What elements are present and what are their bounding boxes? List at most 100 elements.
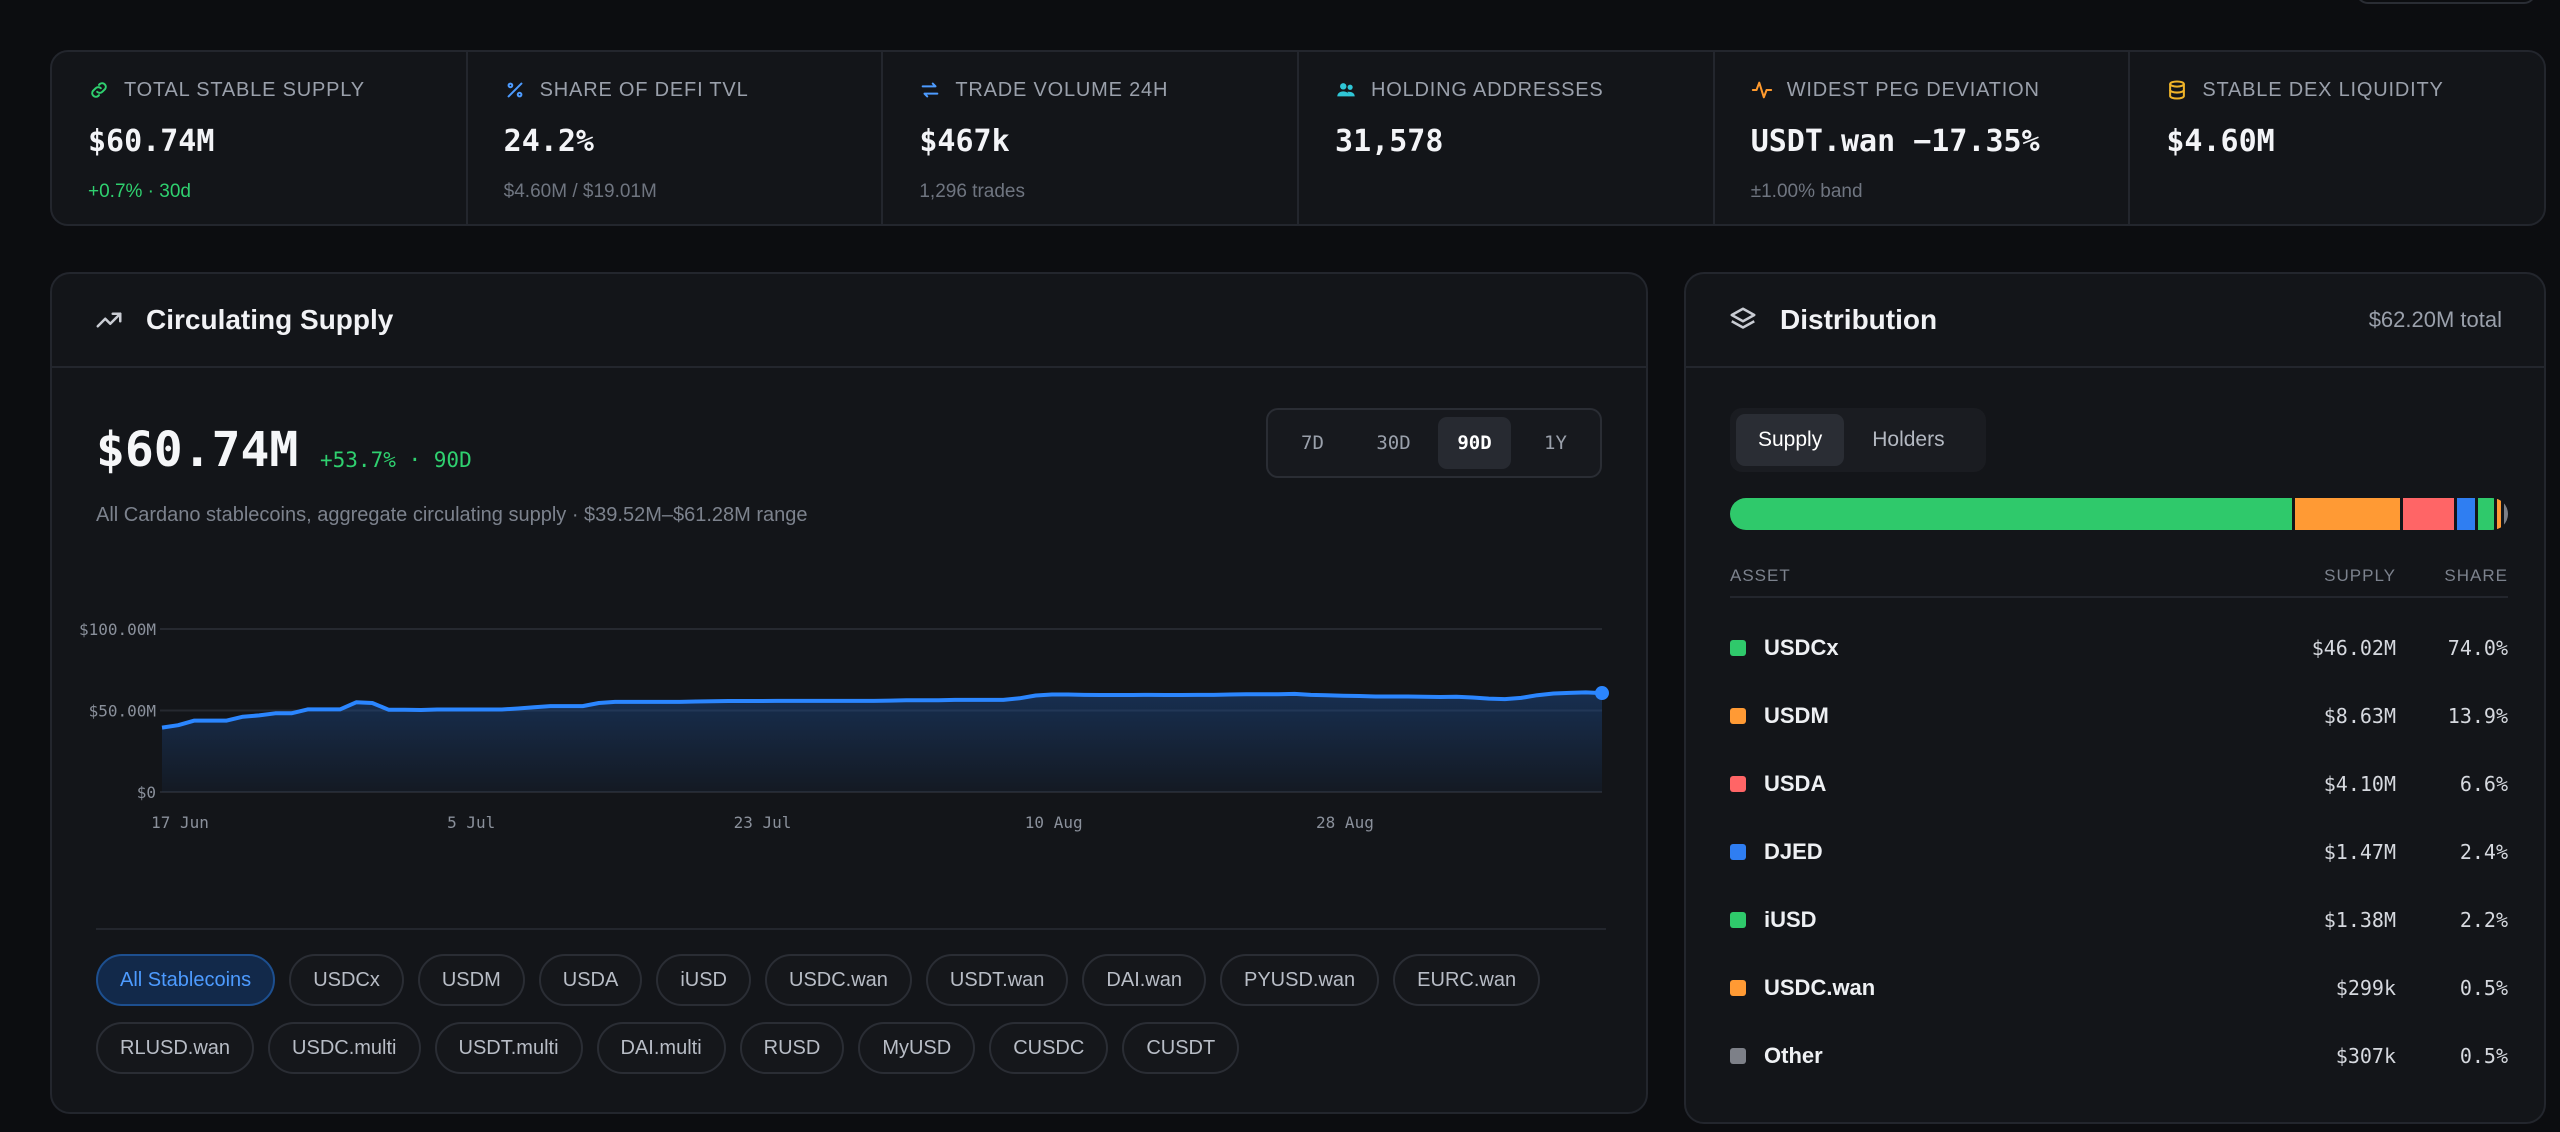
color-swatch [1730, 844, 1746, 860]
layers-icon [1730, 307, 1756, 329]
chip-pyusd-wan[interactable]: PYUSD.wan [1220, 954, 1380, 1006]
stat-label: WIDEST PEG DEVIATION [1786, 78, 2040, 101]
users-icon [1337, 83, 1355, 97]
stat-value: $467k [919, 124, 1010, 159]
color-swatch [1730, 708, 1746, 724]
stat-value: $4.60M [2166, 124, 2275, 159]
stats-strip: TOTAL STABLE SUPPLY $60.74M +0.7% · 30d … [50, 50, 2546, 226]
chip-usdcx[interactable]: USDCx [289, 954, 404, 1006]
database-icon [2169, 80, 2186, 100]
stat-trade-volume-24h: TRADE VOLUME 24H $467k 1,296 trades [883, 52, 1300, 224]
x-tick-label: 5 Jul [447, 813, 495, 832]
asset-supply: $46.02M [2311, 636, 2396, 660]
stat-sub: ±1.00% band [1750, 181, 1863, 202]
distribution-rows: USDCx $46.02M 74.0% USDM $8.63M 13.9% USDA $4.1… [1730, 614, 2508, 1090]
stack-segment-other[interactable] [2504, 498, 2508, 530]
asset-share: 2.4% [2459, 840, 2508, 864]
stack-segment-usda[interactable] [2403, 498, 2454, 530]
header-supply: SUPPLY [2324, 566, 2396, 585]
asset-name: USDC.wan [1764, 975, 1876, 1000]
asset-filter-row-1: All Stablecoins USDCx USDM USDA iUSD USD… [96, 954, 1616, 1006]
chip-cusdc[interactable]: CUSDC [989, 1022, 1109, 1074]
header-asset: ASSET [1730, 566, 1791, 585]
stat-label: HOLDING ADDRESSES [1371, 78, 1604, 101]
percent-icon [507, 82, 523, 98]
stat-stable-dex-liquidity: STABLE DEX LIQUIDITY $4.60M [2130, 52, 2544, 224]
latest-point-marker[interactable] [1595, 686, 1609, 701]
asset-share: 6.6% [2459, 772, 2508, 796]
stack-segment-usdc-wan[interactable] [2497, 498, 2502, 530]
asset-name: USDM [1764, 703, 1829, 728]
distribution-row[interactable]: USDM $8.63M 13.9% [1730, 682, 2508, 750]
chip-rlusd-wan[interactable]: RLUSD.wan [96, 1022, 255, 1074]
chip-myusd[interactable]: MyUSD [858, 1022, 976, 1074]
asset-name: USDA [1764, 771, 1827, 796]
color-swatch [1730, 776, 1746, 792]
supply-value: $60.74M [96, 422, 299, 478]
link-icon [91, 82, 107, 98]
chip-usdc-multi[interactable]: USDC.multi [268, 1022, 421, 1074]
range-tab-7d[interactable]: 7D [1301, 432, 1324, 454]
stat-sub: +0.7% · 30d [88, 181, 191, 202]
stack-segment-djed[interactable] [2456, 498, 2475, 530]
asset-share: 0.5% [2459, 976, 2508, 1000]
distribution-row[interactable]: DJED $1.47M 2.4% [1730, 818, 2508, 886]
chip-dai-multi[interactable]: DAI.multi [596, 1022, 726, 1074]
asset-supply: $4.10M [2323, 772, 2396, 796]
distribution-row[interactable]: USDA $4.10M 6.6% [1730, 750, 2508, 818]
range-tab-1y[interactable]: 1Y [1544, 432, 1567, 454]
chip-eurc-wan[interactable]: EURC.wan [1393, 954, 1541, 1006]
chip-iusd[interactable]: iUSD [656, 954, 751, 1006]
distribution-row[interactable]: USDC.wan $299k 0.5% [1730, 954, 2508, 1022]
pulse-icon [1751, 81, 1772, 99]
distribution-row[interactable]: Other $307k 0.5% [1730, 1022, 2508, 1090]
y-tick-label: $100.00M [79, 620, 156, 639]
stack-segment-usdcx[interactable] [1730, 498, 2292, 530]
x-tick-label: 10 Aug [1025, 813, 1083, 832]
color-swatch [1730, 980, 1746, 996]
stat-label: TOTAL STABLE SUPPLY [124, 78, 365, 101]
stack-segment-usdm[interactable] [2294, 498, 2401, 530]
stat-holding-addresses: HOLDING ADDRESSES 31,578 [1299, 52, 1715, 224]
distribution-table-header: ASSET SUPPLY SHARE [1730, 566, 2508, 598]
stat-label: STABLE DEX LIQUIDITY [2202, 78, 2444, 101]
range-tab-30d[interactable]: 30D [1376, 432, 1411, 454]
range-tab-90d[interactable]: 90D [1438, 417, 1511, 469]
distribution-stacked-bar [1730, 498, 2508, 530]
y-tick-label: $0 [137, 783, 156, 802]
distribution-row[interactable]: iUSD $1.38M 2.2% [1730, 886, 2508, 954]
asset-supply: $8.63M [2323, 704, 2396, 728]
distribution-row[interactable]: USDCx $46.02M 74.0% [1730, 614, 2508, 682]
chip-usdm[interactable]: USDM [417, 954, 525, 1006]
distribution-tabs: Supply Holders [1730, 408, 1986, 472]
chip-usdt-multi[interactable]: USDT.multi [434, 1022, 583, 1074]
chip-usdc-wan[interactable]: USDC.wan [765, 954, 912, 1006]
panel-header: Circulating Supply [52, 274, 1646, 368]
asset-name: DJED [1764, 839, 1823, 864]
distribution-panel: Distribution $62.20M total Supply Holder… [1684, 272, 2546, 1124]
color-swatch [1730, 1048, 1746, 1064]
stat-widest-peg-deviation: WIDEST PEG DEVIATION USDT.wan −17.35% ±1… [1715, 52, 2131, 224]
distribution-total: $62.20M total [2368, 307, 2502, 332]
header-share: SHARE [2444, 566, 2508, 585]
asset-supply: $1.47M [2323, 840, 2396, 864]
tab-supply[interactable]: Supply [1736, 414, 1845, 466]
y-tick-label: $50.00M [89, 702, 156, 721]
top-control[interactable] [2356, 0, 2536, 4]
chip-usda[interactable]: USDA [538, 954, 643, 1006]
chip-usdt-wan[interactable]: USDT.wan [925, 954, 1069, 1006]
stat-total-stable-supply: TOTAL STABLE SUPPLY $60.74M +0.7% · 30d [52, 52, 468, 224]
swap-arrows-icon [922, 82, 939, 98]
stat-label: TRADE VOLUME 24H [955, 78, 1169, 101]
stat-share-of-defi-tvl: SHARE OF DEFI TVL 24.2% $4.60M / $19.01M [468, 52, 884, 224]
stack-segment-iusd[interactable] [2477, 498, 2495, 530]
chip-cusdt[interactable]: CUSDT [1122, 1022, 1240, 1074]
asset-name: Other [1764, 1043, 1823, 1068]
chip-dai-wan[interactable]: DAI.wan [1082, 954, 1206, 1006]
asset-supply: $1.38M [2323, 908, 2396, 932]
range-tabs: 7D 30D 90D 1Y [1266, 408, 1602, 478]
supply-change: +53.7% · 90D [320, 448, 472, 472]
chip-all-stablecoins[interactable]: All Stablecoins [96, 954, 276, 1006]
tab-holders[interactable]: Holders [1872, 428, 1945, 451]
chip-rusd[interactable]: RUSD [739, 1022, 845, 1074]
